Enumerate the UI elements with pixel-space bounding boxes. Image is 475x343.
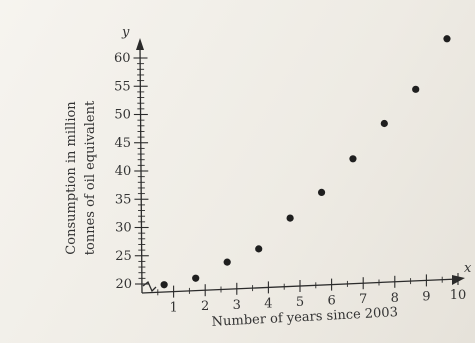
x-tick-label-2: 2 <box>201 299 209 314</box>
data-point-6 <box>317 188 326 196</box>
x-tick-label-7: 7 <box>359 292 367 307</box>
x-tick-label-3: 3 <box>233 298 241 313</box>
y-tick-label-40: 40 <box>115 164 132 179</box>
data-point-7 <box>349 155 357 163</box>
y-axis-name: y <box>121 25 130 40</box>
y-tick-label-25: 25 <box>115 249 132 264</box>
y-axis-title-line2: tonnes of oil equivalent <box>83 100 98 255</box>
x-tick-label-8: 8 <box>391 291 399 306</box>
data-point-5 <box>286 214 294 222</box>
data-point-3 <box>223 258 231 266</box>
x-tick-label-9: 9 <box>422 289 430 304</box>
data-points <box>160 35 451 289</box>
y-tick-label-60: 60 <box>114 51 131 66</box>
y-tick-label-55: 55 <box>114 79 131 94</box>
data-point-10 <box>443 35 451 43</box>
y-tick-label-35: 35 <box>115 192 132 207</box>
y-tick-label-45: 45 <box>115 136 132 151</box>
data-point-1 <box>160 281 168 289</box>
axes <box>136 38 465 294</box>
data-point-9 <box>412 85 420 93</box>
x-axis-name: x <box>464 261 472 276</box>
data-point-2 <box>192 274 200 282</box>
ticks <box>133 57 459 298</box>
y-axis-break <box>142 280 157 293</box>
y-tick-label-20: 20 <box>115 277 132 292</box>
x-tick-label-4: 4 <box>264 296 272 311</box>
data-point-8 <box>380 119 388 128</box>
x-tick-label-10: 10 <box>450 288 467 303</box>
y-axis-line <box>139 45 143 294</box>
y-axis-arrow <box>136 38 144 50</box>
y-axis-title-line1: Consumption in million <box>64 101 79 255</box>
x-tick-label-6: 6 <box>327 294 335 309</box>
y-tick-label-30: 30 <box>115 221 132 236</box>
x-tick-label-5: 5 <box>296 295 304 310</box>
data-point-4 <box>255 245 263 253</box>
x-tick-label-1: 1 <box>169 301 177 316</box>
y-tick-label-50: 50 <box>114 108 131 123</box>
